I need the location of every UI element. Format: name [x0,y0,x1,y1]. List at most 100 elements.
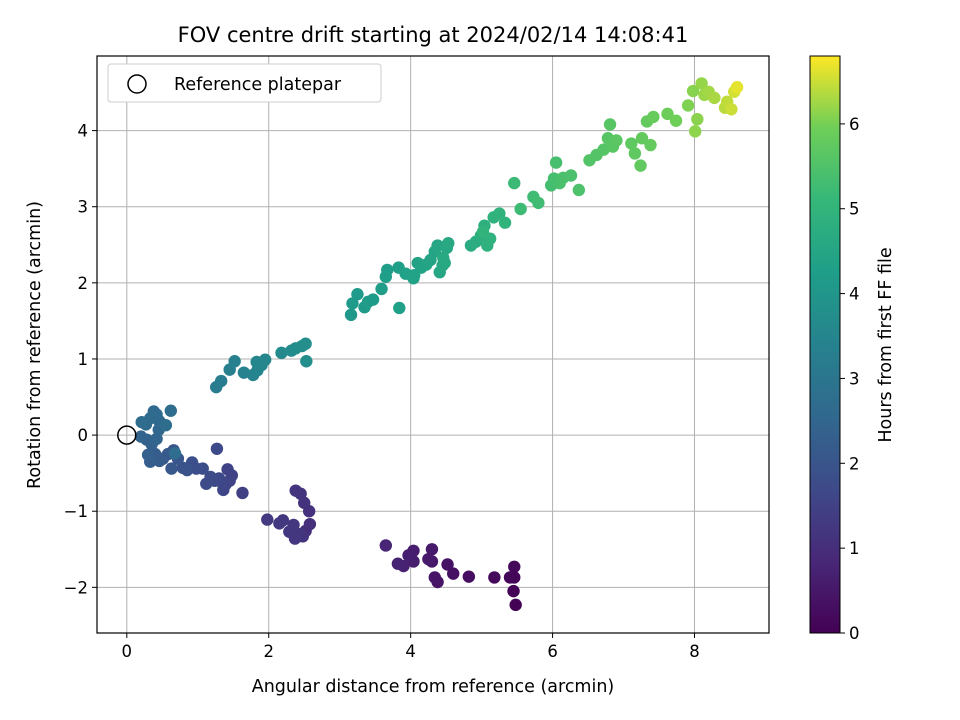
data-point [402,549,415,562]
colorbar-tick-label: 3 [849,369,860,388]
data-point [508,560,521,573]
data-point [549,156,563,169]
colorbar-tick-label: 1 [849,539,860,558]
data-point [634,159,647,172]
colorbar-title: Hours from first FF file [876,247,896,442]
colorbar-gradient [809,55,841,634]
data-point [514,202,527,216]
data-point [488,571,501,584]
data-point [507,584,520,598]
colorbar: 0 1 2 3 4 5 6 Hours from first FF file [809,55,896,643]
data-point [275,346,288,360]
data-point [141,448,155,462]
x-tick-label: 2 [263,642,274,661]
x-tick-label: 0 [122,642,133,661]
data-point [366,293,380,306]
data-point [462,570,476,583]
data-point [442,237,455,250]
y-tick-label: 1 [78,350,89,369]
data-point [210,442,224,455]
x-tick-label: 6 [547,642,558,661]
y-tick-label: 4 [78,122,89,141]
data-point [447,567,460,580]
data-point [164,404,177,417]
y-axis-ticks: −2 −1 0 1 2 3 4 [64,122,97,597]
data-point [708,91,721,105]
data-point [422,552,435,566]
data-point [610,134,623,147]
data-point [393,301,406,315]
data-point [381,263,394,277]
data-point [159,418,173,432]
data-point [691,112,704,126]
data-point [346,297,359,310]
data-point [508,176,521,190]
data-point [428,571,441,584]
colorbar-tick-label: 6 [849,115,860,134]
data-point [200,477,213,491]
reference-platepar-marker [117,425,137,445]
y-tick-label: 3 [78,198,89,217]
data-point [273,517,286,530]
data-point [228,355,241,368]
plot-frame [96,55,770,634]
y-tick-label: 2 [78,274,89,293]
data-point [391,557,405,570]
data-point [168,447,182,460]
data-point [647,110,660,124]
legend: Reference platepar [107,63,382,103]
data-point [695,77,708,90]
chart-title: FOV centre drift starting at 2024/02/14 … [178,23,689,47]
data-points [134,77,744,612]
x-tick-label: 4 [405,642,416,661]
grid-lines [97,56,769,633]
legend-marker-icon [127,74,147,94]
y-tick-label: −2 [64,578,88,597]
data-point [300,355,313,368]
data-point [498,216,512,229]
data-point [437,251,450,264]
data-point [503,571,517,584]
colorbar-tick-label: 2 [849,454,860,473]
x-axis-title: Angular distance from reference (arcmin) [252,677,615,697]
data-point [134,430,148,443]
data-point [261,513,274,526]
colorbar-tick-label: 5 [849,200,860,219]
data-point [644,138,657,152]
y-tick-label: 0 [78,426,89,445]
data-point [299,337,312,350]
x-tick-label: 8 [689,642,700,661]
data-point [493,207,506,220]
data-point [344,308,358,322]
data-point [135,415,148,429]
data-point [283,525,296,538]
data-point [375,282,388,296]
data-point [509,598,522,612]
data-point [628,147,642,160]
colorbar-tick-label: 0 [849,624,860,643]
data-point [425,543,439,556]
data-point [214,374,228,388]
data-point [730,81,744,94]
data-point [221,463,234,476]
colorbar-ticks: 0 1 2 3 4 5 6 [840,115,860,643]
data-point [625,137,638,150]
data-point [236,486,249,500]
data-point [661,107,674,121]
data-point [635,132,649,145]
legend-box [107,63,382,103]
data-point [379,539,393,552]
data-point [669,114,683,127]
data-point [176,461,190,475]
data-point [689,125,702,138]
data-point [476,225,490,239]
data-point [258,353,272,366]
x-axis-ticks: 0 2 4 6 8 [122,633,700,661]
data-point [165,462,178,475]
data-point [725,103,738,116]
y-axis-title: Rotation from reference (arcmin) [25,201,45,489]
data-point [532,196,545,210]
data-point [441,558,454,571]
data-point [564,169,578,182]
